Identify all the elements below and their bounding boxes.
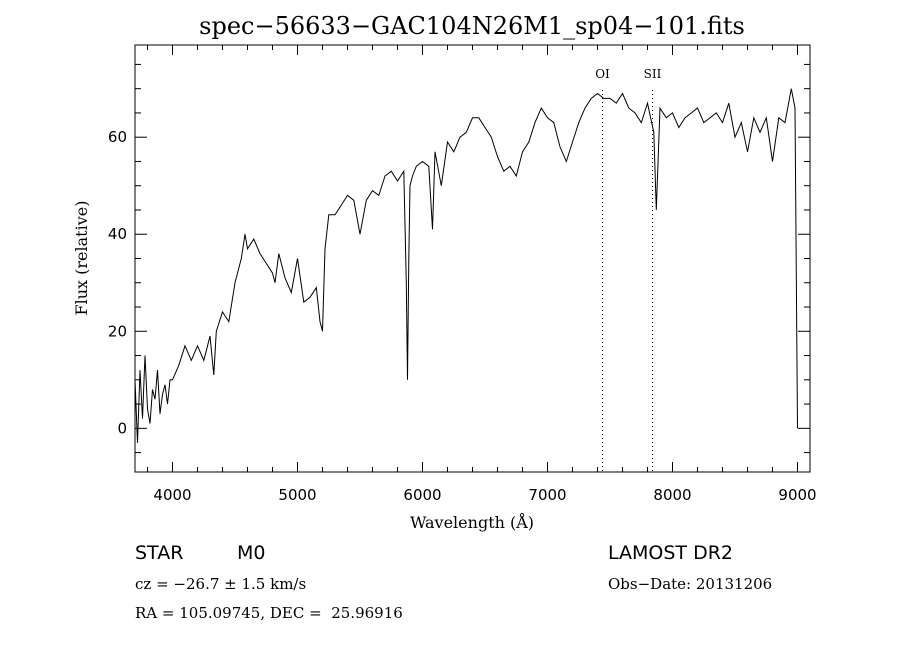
x-tick-label: 4000 (153, 486, 191, 504)
x-tick-label: 6000 (403, 486, 441, 504)
y-axis-label: Flux (relative) (72, 201, 91, 316)
obs-date-text: Obs−Date: 20131206 (608, 575, 773, 593)
x-tick-label: 8000 (653, 486, 691, 504)
subclass-label: M0 (237, 542, 266, 564)
redshift-text: cz = −26.7 ± 1.5 km/s (135, 575, 307, 593)
line-marker-label: OI (595, 67, 610, 81)
plot-frame (134, 44, 811, 473)
spectrum-line (134, 88, 798, 443)
class-label: STAR (135, 542, 184, 564)
line-markers: OI SII (595, 67, 662, 472)
coordinates-text: RA = 105.09745, DEC = 25.96916 (135, 604, 403, 622)
x-tick-label: 9000 (778, 486, 816, 504)
y-axis: 0 20 40 60 (108, 63, 810, 454)
survey-label: LAMOST DR2 (608, 542, 733, 564)
line-marker-label: SII (644, 67, 662, 81)
chart-title: spec−56633−GAC104N26M1_sp04−101.fits (199, 12, 745, 40)
x-tick-label: 7000 (528, 486, 566, 504)
y-tick-label: 0 (117, 419, 127, 437)
x-tick-label: 5000 (278, 486, 316, 504)
x-axis: 4000 5000 6000 7000 8000 9000 (147, 45, 817, 504)
y-tick-label: 40 (108, 225, 127, 243)
x-axis-label: Wavelength (Å) (410, 512, 534, 532)
y-tick-label: 20 (108, 322, 127, 340)
y-tick-label: 60 (108, 128, 127, 146)
